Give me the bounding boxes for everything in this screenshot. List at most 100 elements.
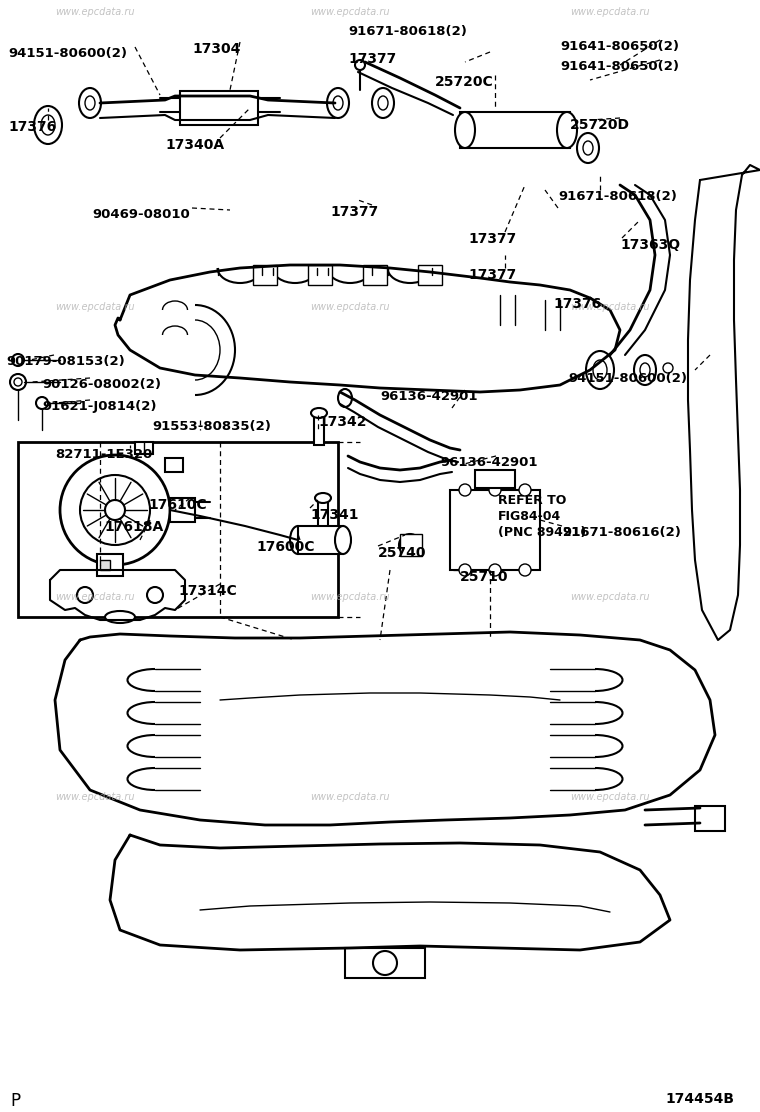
- Bar: [253, 265, 277, 285]
- Ellipse shape: [338, 389, 352, 407]
- Bar: [400, 534, 422, 556]
- Text: 91641-80650(2): 91641-80650(2): [560, 60, 679, 73]
- Text: 90126-08002(2): 90126-08002(2): [42, 378, 161, 391]
- Text: www.epcdata.ru: www.epcdata.ru: [310, 7, 389, 17]
- Text: 25710: 25710: [460, 570, 508, 584]
- Text: 17377: 17377: [330, 205, 378, 219]
- Ellipse shape: [372, 88, 394, 118]
- Circle shape: [519, 484, 531, 496]
- Text: www.epcdata.ru: www.epcdata.ru: [570, 7, 650, 17]
- Ellipse shape: [577, 133, 599, 163]
- Text: 91641-80650(2): 91641-80650(2): [560, 40, 679, 53]
- Bar: [18, 441, 338, 617]
- Ellipse shape: [583, 141, 593, 155]
- Bar: [314, 415, 324, 445]
- Circle shape: [14, 378, 22, 386]
- Text: www.epcdata.ru: www.epcdata.ru: [55, 592, 135, 602]
- Bar: [165, 458, 183, 471]
- Text: 82711-1E320: 82711-1E320: [55, 448, 152, 461]
- Circle shape: [373, 951, 397, 975]
- Bar: [450, 490, 540, 570]
- Bar: [460, 112, 570, 148]
- Ellipse shape: [335, 526, 351, 554]
- Circle shape: [147, 587, 163, 603]
- Text: 17341: 17341: [310, 508, 359, 522]
- Ellipse shape: [399, 534, 421, 556]
- Ellipse shape: [593, 360, 607, 380]
- Bar: [308, 265, 332, 285]
- Bar: [100, 560, 110, 570]
- Circle shape: [519, 564, 531, 576]
- Text: 25720C: 25720C: [435, 75, 494, 89]
- Text: 17340A: 17340A: [165, 138, 224, 152]
- Circle shape: [10, 374, 26, 390]
- Text: 17377: 17377: [348, 52, 396, 66]
- Text: 91671-80618(2): 91671-80618(2): [558, 190, 677, 203]
- Text: 96136-42901: 96136-42901: [440, 456, 537, 469]
- Text: 17377: 17377: [468, 232, 516, 246]
- Circle shape: [12, 354, 24, 366]
- Bar: [97, 554, 123, 576]
- Bar: [170, 498, 195, 522]
- Ellipse shape: [41, 115, 55, 135]
- Circle shape: [459, 564, 471, 576]
- Ellipse shape: [79, 88, 101, 118]
- Text: 91621-J0814(2): 91621-J0814(2): [42, 400, 157, 413]
- Text: 17377: 17377: [468, 268, 516, 282]
- Text: 17304: 17304: [192, 42, 240, 56]
- Circle shape: [80, 475, 150, 545]
- Text: 90179-08153(2): 90179-08153(2): [6, 355, 125, 368]
- Ellipse shape: [85, 96, 95, 110]
- Ellipse shape: [378, 96, 388, 110]
- Circle shape: [663, 363, 673, 373]
- Text: 25740: 25740: [378, 546, 426, 560]
- Circle shape: [36, 397, 48, 409]
- Ellipse shape: [333, 96, 343, 110]
- Text: 25720D: 25720D: [570, 118, 630, 132]
- Text: www.epcdata.ru: www.epcdata.ru: [310, 302, 389, 312]
- Text: 94151-80600(2): 94151-80600(2): [568, 373, 687, 385]
- Text: www.epcdata.ru: www.epcdata.ru: [570, 302, 650, 312]
- Circle shape: [489, 564, 501, 576]
- Ellipse shape: [634, 355, 656, 385]
- Bar: [345, 949, 425, 977]
- Text: www.epcdata.ru: www.epcdata.ru: [310, 792, 389, 802]
- Text: 17314C: 17314C: [178, 584, 237, 598]
- Circle shape: [60, 455, 170, 565]
- Circle shape: [489, 484, 501, 496]
- Circle shape: [77, 587, 93, 603]
- Text: 17376: 17376: [8, 120, 56, 135]
- Text: 17342: 17342: [318, 415, 366, 429]
- Circle shape: [459, 484, 471, 496]
- Ellipse shape: [355, 60, 365, 70]
- Bar: [475, 470, 515, 488]
- Bar: [135, 441, 153, 454]
- Circle shape: [105, 500, 125, 520]
- Text: P: P: [10, 1092, 20, 1110]
- Ellipse shape: [105, 610, 135, 623]
- Ellipse shape: [311, 408, 327, 418]
- Text: 17618A: 17618A: [104, 520, 163, 534]
- Ellipse shape: [586, 351, 614, 389]
- Ellipse shape: [315, 493, 331, 503]
- Bar: [298, 526, 343, 554]
- Bar: [363, 265, 387, 285]
- Text: 96136-42901: 96136-42901: [380, 390, 477, 403]
- Text: 91671-80618(2): 91671-80618(2): [348, 24, 467, 38]
- Text: www.epcdata.ru: www.epcdata.ru: [570, 792, 650, 802]
- Ellipse shape: [455, 112, 475, 148]
- Text: www.epcdata.ru: www.epcdata.ru: [55, 792, 135, 802]
- Text: www.epcdata.ru: www.epcdata.ru: [570, 592, 650, 602]
- Ellipse shape: [640, 363, 650, 377]
- Text: 90469-08010: 90469-08010: [92, 208, 190, 221]
- Bar: [418, 265, 442, 285]
- Ellipse shape: [290, 526, 306, 554]
- Text: www.epcdata.ru: www.epcdata.ru: [55, 7, 135, 17]
- Text: FIG84-04: FIG84-04: [498, 510, 561, 523]
- Bar: [318, 500, 328, 532]
- Bar: [695, 806, 725, 831]
- Text: 91553-80835(2): 91553-80835(2): [152, 420, 271, 433]
- Text: 17610C: 17610C: [148, 498, 207, 512]
- Text: REFER TO: REFER TO: [498, 494, 566, 507]
- Text: 17363Q: 17363Q: [620, 238, 680, 252]
